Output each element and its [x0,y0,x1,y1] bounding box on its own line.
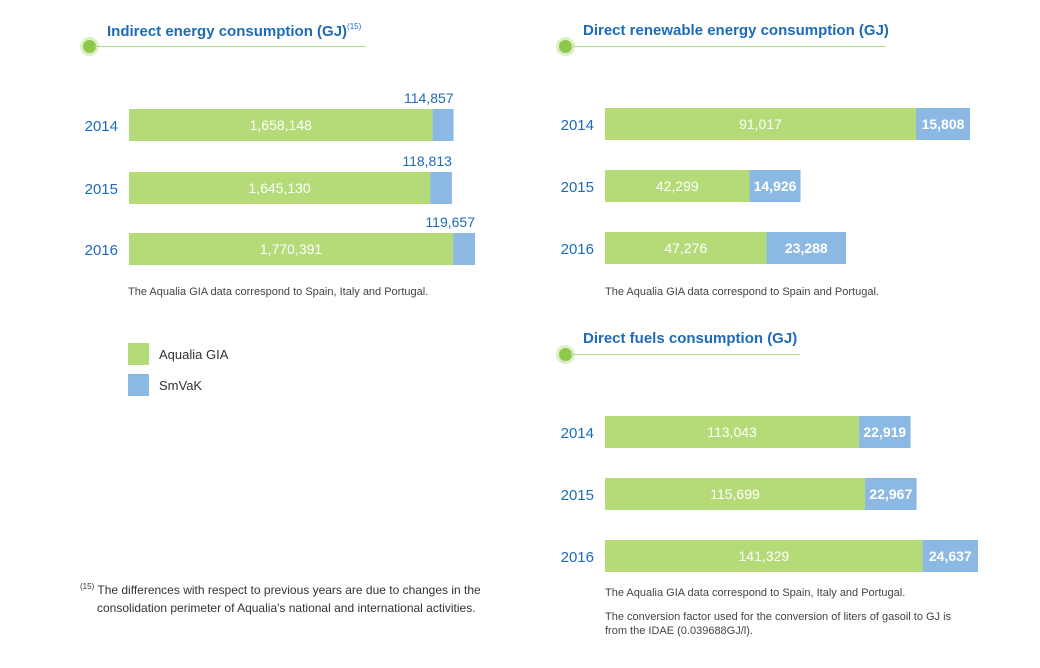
chart-fuels: 2014 113,043 22,919 2015 115,699 22,967 2016 14… [561,416,978,572]
data-label-aqualia-gia: 1,770,391 [260,241,322,257]
year-label: 2015 [561,179,594,196]
bar-aqualia-gia [605,540,923,572]
year-label: 2016 [561,241,594,258]
chart-title-indirect: Indirect energy consumption (GJ)(15) [107,22,361,40]
bar-smvak [453,233,475,265]
year-label: 2016 [85,242,118,259]
bar-smvak [865,478,917,510]
data-label-smvak: 114,857 [404,90,454,106]
chart-note: The Aqualia GIA data correspond to Spain… [128,286,429,298]
title-underline [94,46,366,47]
chart-renewable-energy: 2014 91,017 15,808 2015 42,299 14,926 2016 47,2… [561,108,970,264]
data-label-aqualia-gia: 141,329 [739,548,790,564]
bar-smvak [430,172,452,204]
data-label-smvak: 22,919 [863,424,906,440]
bar-aqualia-gia [605,170,750,202]
legend-swatch [128,374,149,396]
chart-title-renewable: Direct renewable energy consumption (GJ) [583,22,889,39]
data-label-aqualia-gia: 91,017 [739,116,782,132]
panel-renewable-energy: Direct renewable energy consumption (GJ)… [556,22,1006,312]
panel-fuels: Direct fuels consumption (GJ) 2014 113,04… [556,330,1006,660]
data-label-aqualia-gia: 1,645,130 [248,180,310,196]
year-label: 2014 [85,118,118,135]
bar-smvak [922,540,978,572]
footnote: (15) The differences with respect to pre… [80,578,520,617]
title-underline [570,354,800,355]
year-label: 2015 [561,487,594,504]
chart-note: The Aqualia GIA data correspond to Spain… [605,587,906,599]
legend-swatch [128,343,149,365]
title-underline [570,46,886,47]
data-label-smvak: 14,926 [754,178,797,194]
footnote-line: (15) The differences with respect to pre… [80,578,520,599]
bar-smvak [915,108,970,140]
bar-smvak [432,109,454,141]
chart-note: The conversion factor used for the conve… [605,611,952,623]
bar-aqualia-gia [129,172,431,204]
chart-title-text: Indirect energy consumption (GJ) [107,23,348,40]
year-label: 2015 [85,181,118,198]
year-label: 2014 [561,117,594,134]
chart-note: from the IDAE (0.039688GJ/l). [605,625,753,637]
data-label-aqualia-gia: 47,276 [664,240,707,256]
legend-label: Aqualia GIA [159,347,229,362]
footnote-marker: (15) [80,582,95,591]
footnote-line: consolidation perimeter of Aqualia's nat… [97,601,476,615]
data-label-aqualia-gia: 115,699 [710,486,760,502]
bar-aqualia-gia [605,232,767,264]
footnote-text: The differences with respect to previous… [97,583,481,597]
data-label-smvak: 15,808 [922,116,965,132]
data-label-smvak: 119,657 [425,214,475,230]
bar-aqualia-gia [605,416,860,448]
legend-label: SmVaK [159,378,203,393]
bar-smvak [859,416,911,448]
panel-indirect-energy: Indirect energy consumption (GJ)(15) 201… [80,22,500,312]
data-label-aqualia-gia: 113,043 [707,424,757,440]
chart-title-fuels: Direct fuels consumption (GJ) [583,330,798,347]
data-label-smvak: 22,967 [869,486,912,502]
bar-aqualia-gia [129,233,454,265]
data-label-aqualia-gia: 1,658,148 [250,117,312,133]
data-label-aqualia-gia: 42,299 [656,178,699,194]
chart-indirect-energy: 2014 1,658,148 114,857 2015 1,645,130 118,813… [85,90,475,265]
bar-aqualia-gia [605,478,866,510]
year-label: 2016 [561,549,594,566]
year-label: 2014 [561,425,594,442]
data-label-smvak: 118,813 [402,153,452,169]
data-label-smvak: 24,637 [929,548,972,564]
data-label-smvak: 23,288 [785,240,828,256]
chart-note: The Aqualia GIA data correspond to Spain… [605,286,879,298]
chart-title-footnote-marker: (15) [347,22,362,31]
bar-smvak [766,232,847,264]
bar-smvak [749,170,801,202]
bar-aqualia-gia [605,108,916,140]
bar-aqualia-gia [129,109,433,141]
